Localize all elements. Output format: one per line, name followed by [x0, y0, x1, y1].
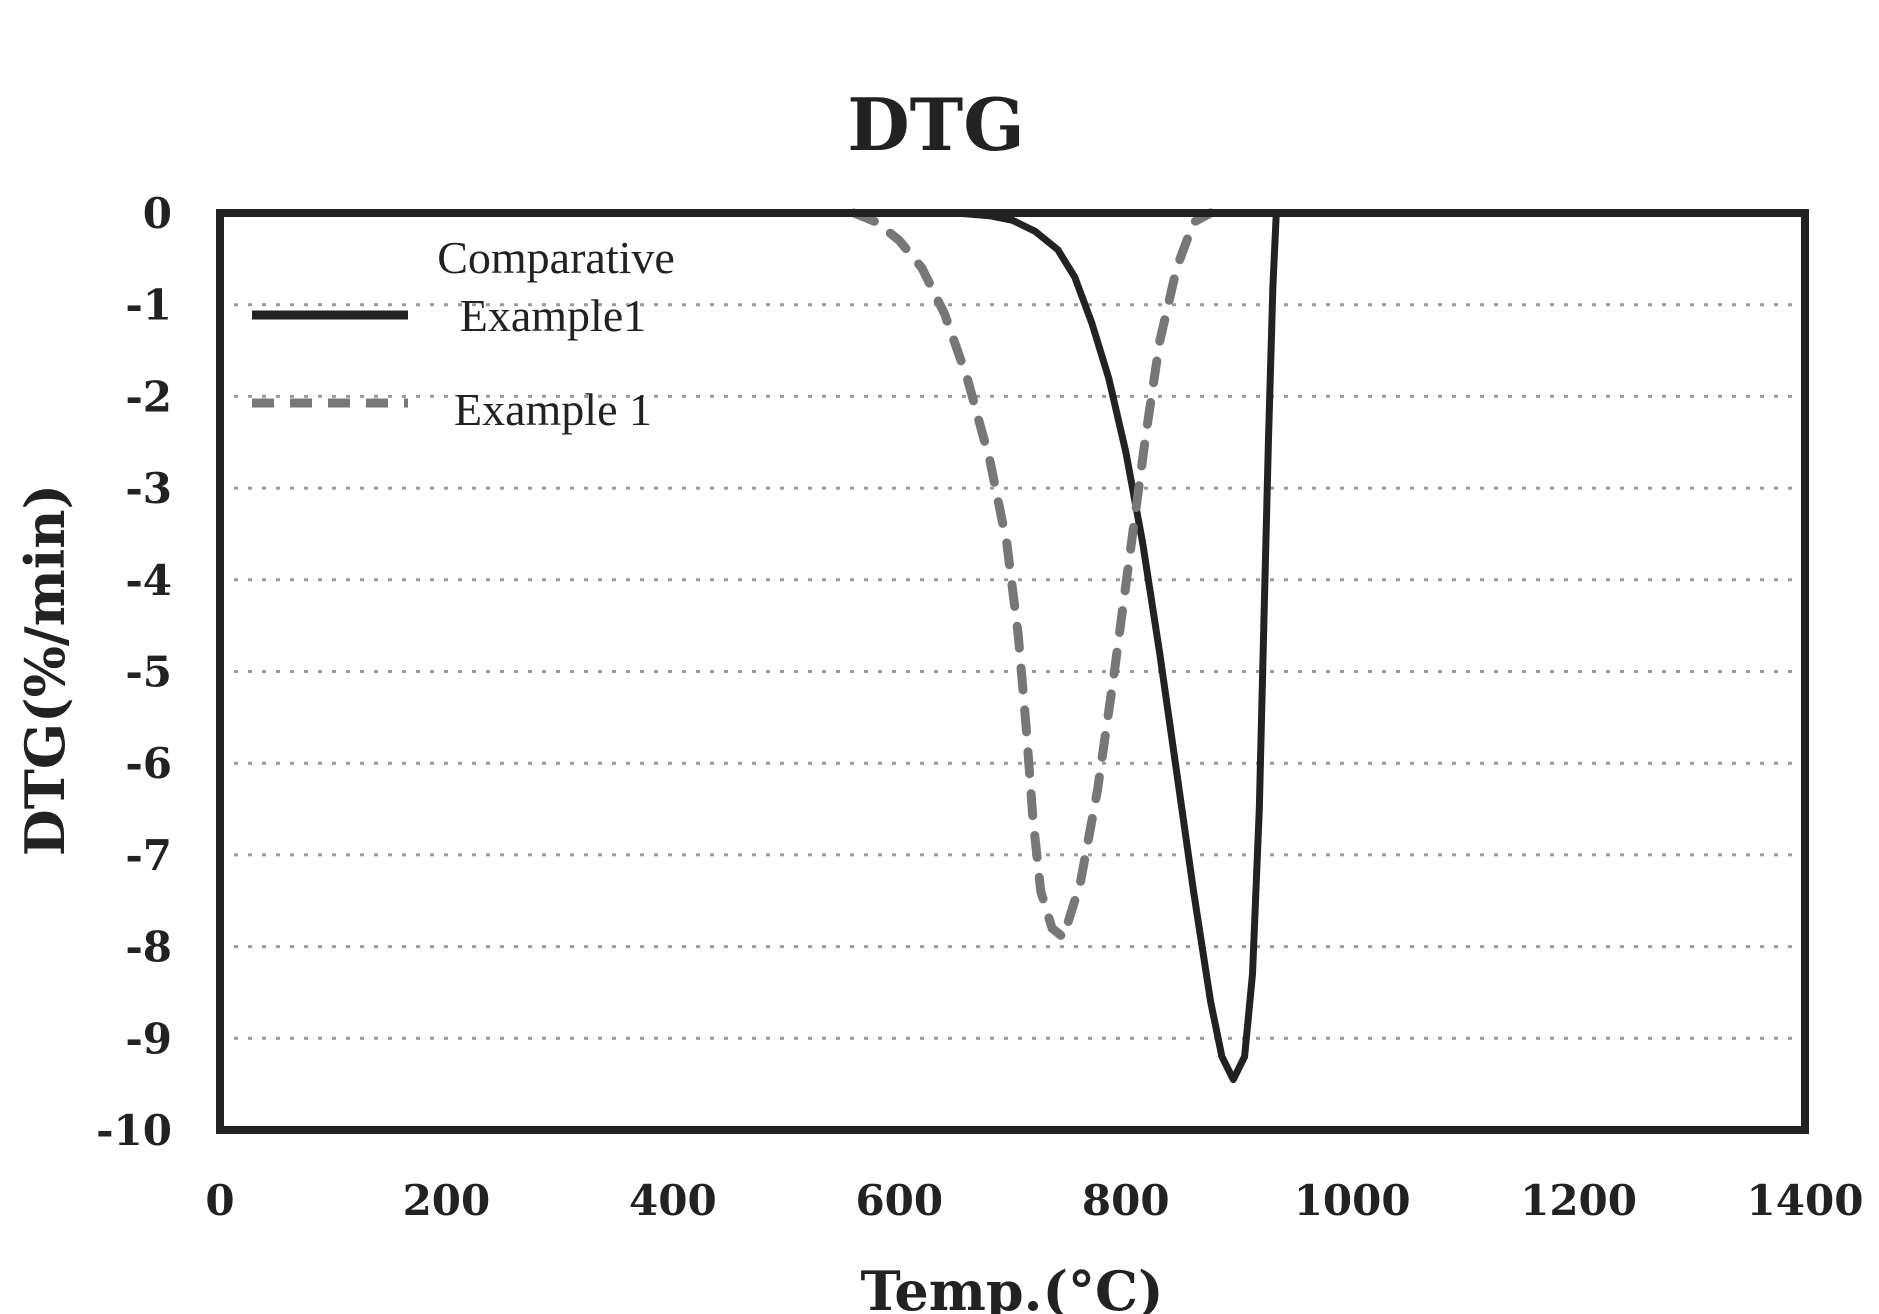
x-tick-label: 800	[1082, 1176, 1170, 1225]
y-tick-label: -10	[96, 1106, 172, 1155]
series-layer	[216, 208, 1809, 1084]
legend-label-example1: Example 1	[454, 384, 652, 435]
y-tick-label: -8	[125, 923, 172, 972]
x-tick-label: 1400	[1747, 1176, 1864, 1225]
y-axis-label: DTG(%/min)	[13, 484, 77, 856]
y-tick-label: -1	[125, 281, 172, 330]
chart-title: DTG	[847, 82, 1025, 167]
y-tick-label: 0	[143, 189, 172, 238]
y-tick-label: -2	[125, 372, 172, 421]
x-tick-label: 600	[855, 1176, 943, 1225]
x-tick-label: 200	[403, 1176, 491, 1225]
y-tick-label: -5	[125, 648, 172, 697]
y-tick-label: -9	[125, 1014, 172, 1063]
x-tick-label: 400	[629, 1176, 717, 1225]
y-tick-labels: 0 -1 -2 -3 -4 -5 -6 -7 -8 -9 -10	[96, 189, 172, 1155]
x-tick-labels: 0 200 400 600 800 1000 1200 1400	[205, 1176, 1863, 1225]
series-line-0	[216, 209, 1809, 1084]
y-tick-label: -6	[125, 739, 172, 788]
series-line-1	[849, 208, 1216, 942]
y-tick-label: -7	[125, 831, 172, 880]
x-axis-label: Temp.(°C)	[860, 1259, 1163, 1314]
legend-label-comparative-line1: Comparative	[437, 232, 675, 283]
legend-label-comparative-line2: Example1	[460, 290, 647, 341]
legend: Comparative Example1 Example 1	[252, 232, 675, 435]
x-tick-label: 1200	[1520, 1176, 1637, 1225]
y-tick-label: -4	[125, 556, 172, 605]
plot-frame	[216, 209, 1809, 1134]
x-tick-label: 0	[205, 1176, 234, 1225]
x-tick-label: 1000	[1294, 1176, 1411, 1225]
y-tick-label: -3	[125, 464, 172, 513]
